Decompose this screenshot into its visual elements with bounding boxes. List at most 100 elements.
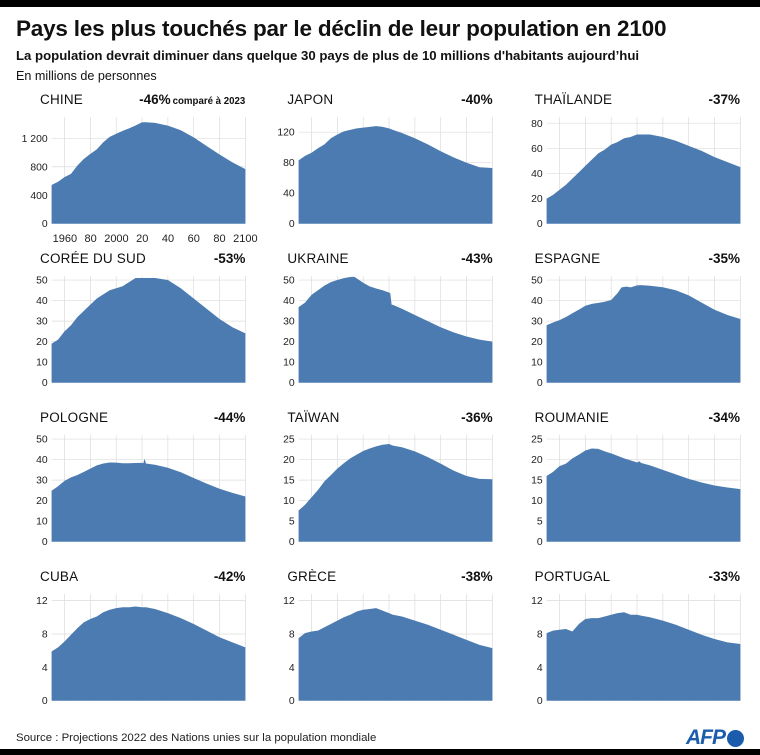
chart-panel: JAPON -40% 0 40 80 120 xyxy=(263,91,496,250)
y-tick-label: 0 xyxy=(289,220,295,231)
x-tick-label: 40 xyxy=(161,233,175,246)
chart-panel: ESPAGNE -35% 0 10 20 30 40 50 xyxy=(511,250,744,409)
x-tick-label: 20 xyxy=(136,233,149,246)
y-tick-label: 0 xyxy=(537,220,543,231)
y-tick-label: 50 xyxy=(283,276,295,287)
chart-change-wrap: -37% xyxy=(708,91,740,109)
y-tick-label: 0 xyxy=(537,697,543,708)
chart-country-label: GRÈCE xyxy=(287,569,337,585)
chart-x-axis xyxy=(52,710,245,725)
y-tick-label: 8 xyxy=(42,630,48,641)
chart-panel: TAÏWAN -36% 0 5 10 15 20 25 xyxy=(263,409,496,568)
y-tick-label: 8 xyxy=(289,630,295,641)
chart-header: CHINE -46% comparé à 2023 xyxy=(16,91,249,111)
chart-change-wrap: -42% xyxy=(214,568,246,586)
chart-header: ESPAGNE -35% xyxy=(511,250,744,270)
chart-country-label: PORTUGAL xyxy=(534,569,611,585)
chart-country-label: CUBA xyxy=(40,569,79,585)
y-tick-label: 40 xyxy=(283,297,295,308)
chart-change-wrap: -43% xyxy=(461,250,493,268)
chart-plot-area: 0 10 20 30 40 50 xyxy=(16,429,249,551)
y-tick-label: 12 xyxy=(531,597,543,608)
chart-change-wrap: -33% xyxy=(708,568,740,586)
chart-header: THAÏLANDE -37% xyxy=(511,91,744,111)
y-tick-label: 15 xyxy=(283,476,295,487)
chart-change-wrap: -40% xyxy=(461,91,493,109)
y-tick-label: 0 xyxy=(42,379,48,390)
chart-plot-area: 0 10 20 30 40 50 xyxy=(263,270,496,392)
y-tick-label: 10 xyxy=(36,358,48,369)
y-tick-label: 40 xyxy=(283,189,295,200)
y-tick-label: 0 xyxy=(537,538,543,549)
chart-change-value: -42% xyxy=(213,569,246,585)
chart-x-axis xyxy=(299,233,492,248)
chart-country-label: JAPON xyxy=(287,92,334,108)
y-tick-label: 50 xyxy=(36,435,48,446)
y-tick-label: 50 xyxy=(531,276,543,287)
chart-area-series xyxy=(298,444,493,543)
chart-x-axis xyxy=(547,551,740,566)
x-tick-label: 80 xyxy=(84,233,97,246)
chart-change-value: -53% xyxy=(213,251,246,267)
afp-logo: AFP xyxy=(686,726,744,750)
y-tick-label: 5 xyxy=(537,517,543,528)
x-tick-label: 60 xyxy=(187,233,200,246)
chart-x-axis xyxy=(299,392,492,407)
chart-panel: ROUMANIE -34% 0 5 10 15 20 25 xyxy=(511,409,744,568)
chart-panel: CHINE -46% comparé à 2023 0 400 800 1 200 1960 8… xyxy=(16,91,258,250)
chart-area-series xyxy=(546,285,741,384)
chart-country-label: CORÉE DU SUD xyxy=(40,251,146,267)
chart-change-value: -40% xyxy=(461,92,493,108)
chart-x-axis xyxy=(299,551,492,566)
footer: Source : Projections 2022 des Nations un… xyxy=(16,726,744,750)
chart-change-value: -37% xyxy=(708,92,740,108)
y-tick-label: 12 xyxy=(36,597,48,608)
chart-area-series xyxy=(51,459,246,543)
chart-change-value: -44% xyxy=(213,410,246,426)
y-tick-label: 80 xyxy=(531,119,543,130)
y-tick-label: 15 xyxy=(531,476,543,487)
y-tick-label: 30 xyxy=(283,317,295,328)
chart-panel: GRÈCE -38% 0 4 8 12 xyxy=(263,568,496,727)
chart-panel: PORTUGAL -33% 0 4 8 12 xyxy=(511,568,744,727)
afp-logo-text: AFP xyxy=(686,726,726,749)
chart-change-value: -35% xyxy=(708,251,740,267)
chart-panel: POLOGNE -44% 0 10 20 30 40 50 xyxy=(16,409,249,568)
chart-header: CORÉE DU SUD -53% xyxy=(16,250,249,270)
y-tick-label: 10 xyxy=(531,497,543,508)
chart-area-series xyxy=(546,134,741,225)
chart-change-wrap: -36% xyxy=(461,409,493,427)
chart-change-wrap: -53% xyxy=(214,250,246,268)
y-tick-label: 4 xyxy=(42,663,48,674)
y-tick-label: 20 xyxy=(531,338,543,349)
chart-header: JAPON -40% xyxy=(263,91,496,111)
chart-country-label: ESPAGNE xyxy=(534,251,601,267)
y-tick-label: 30 xyxy=(531,317,543,328)
chart-area-series xyxy=(51,606,246,702)
y-tick-label: 60 xyxy=(531,144,543,155)
chart-plot-area: 0 5 10 15 20 25 xyxy=(263,429,496,551)
chart-country-label: UKRAINE xyxy=(287,251,349,267)
y-tick-label: 0 xyxy=(289,379,295,390)
y-tick-label: 120 xyxy=(278,128,296,139)
chart-panel: THAÏLANDE -37% 0 20 40 60 80 xyxy=(511,91,744,250)
afp-logo-dot xyxy=(727,729,744,747)
chart-x-axis xyxy=(547,710,740,725)
chart-area-series xyxy=(298,608,493,702)
chart-area-series xyxy=(298,277,493,384)
infographic-body: Pays les plus touchés par le déclin de l… xyxy=(0,16,760,727)
chart-change-value: -46% xyxy=(139,92,171,108)
chart-x-axis xyxy=(547,233,740,248)
chart-plot-area: 0 400 800 1 200 xyxy=(16,111,249,233)
chart-change-value: -43% xyxy=(461,251,493,267)
chart-change-value: -33% xyxy=(708,569,740,585)
y-tick-label: 4 xyxy=(289,663,295,674)
y-tick-label: 20 xyxy=(531,195,543,206)
chart-country-label: THAÏLANDE xyxy=(534,92,613,108)
chart-header: GRÈCE -38% xyxy=(263,568,496,588)
y-tick-label: 0 xyxy=(42,697,48,708)
page-subtitle: La population devrait diminuer dans quel… xyxy=(16,47,640,63)
y-tick-label: 10 xyxy=(283,497,295,508)
chart-change-wrap: -34% xyxy=(708,409,740,427)
y-tick-label: 10 xyxy=(36,517,48,528)
